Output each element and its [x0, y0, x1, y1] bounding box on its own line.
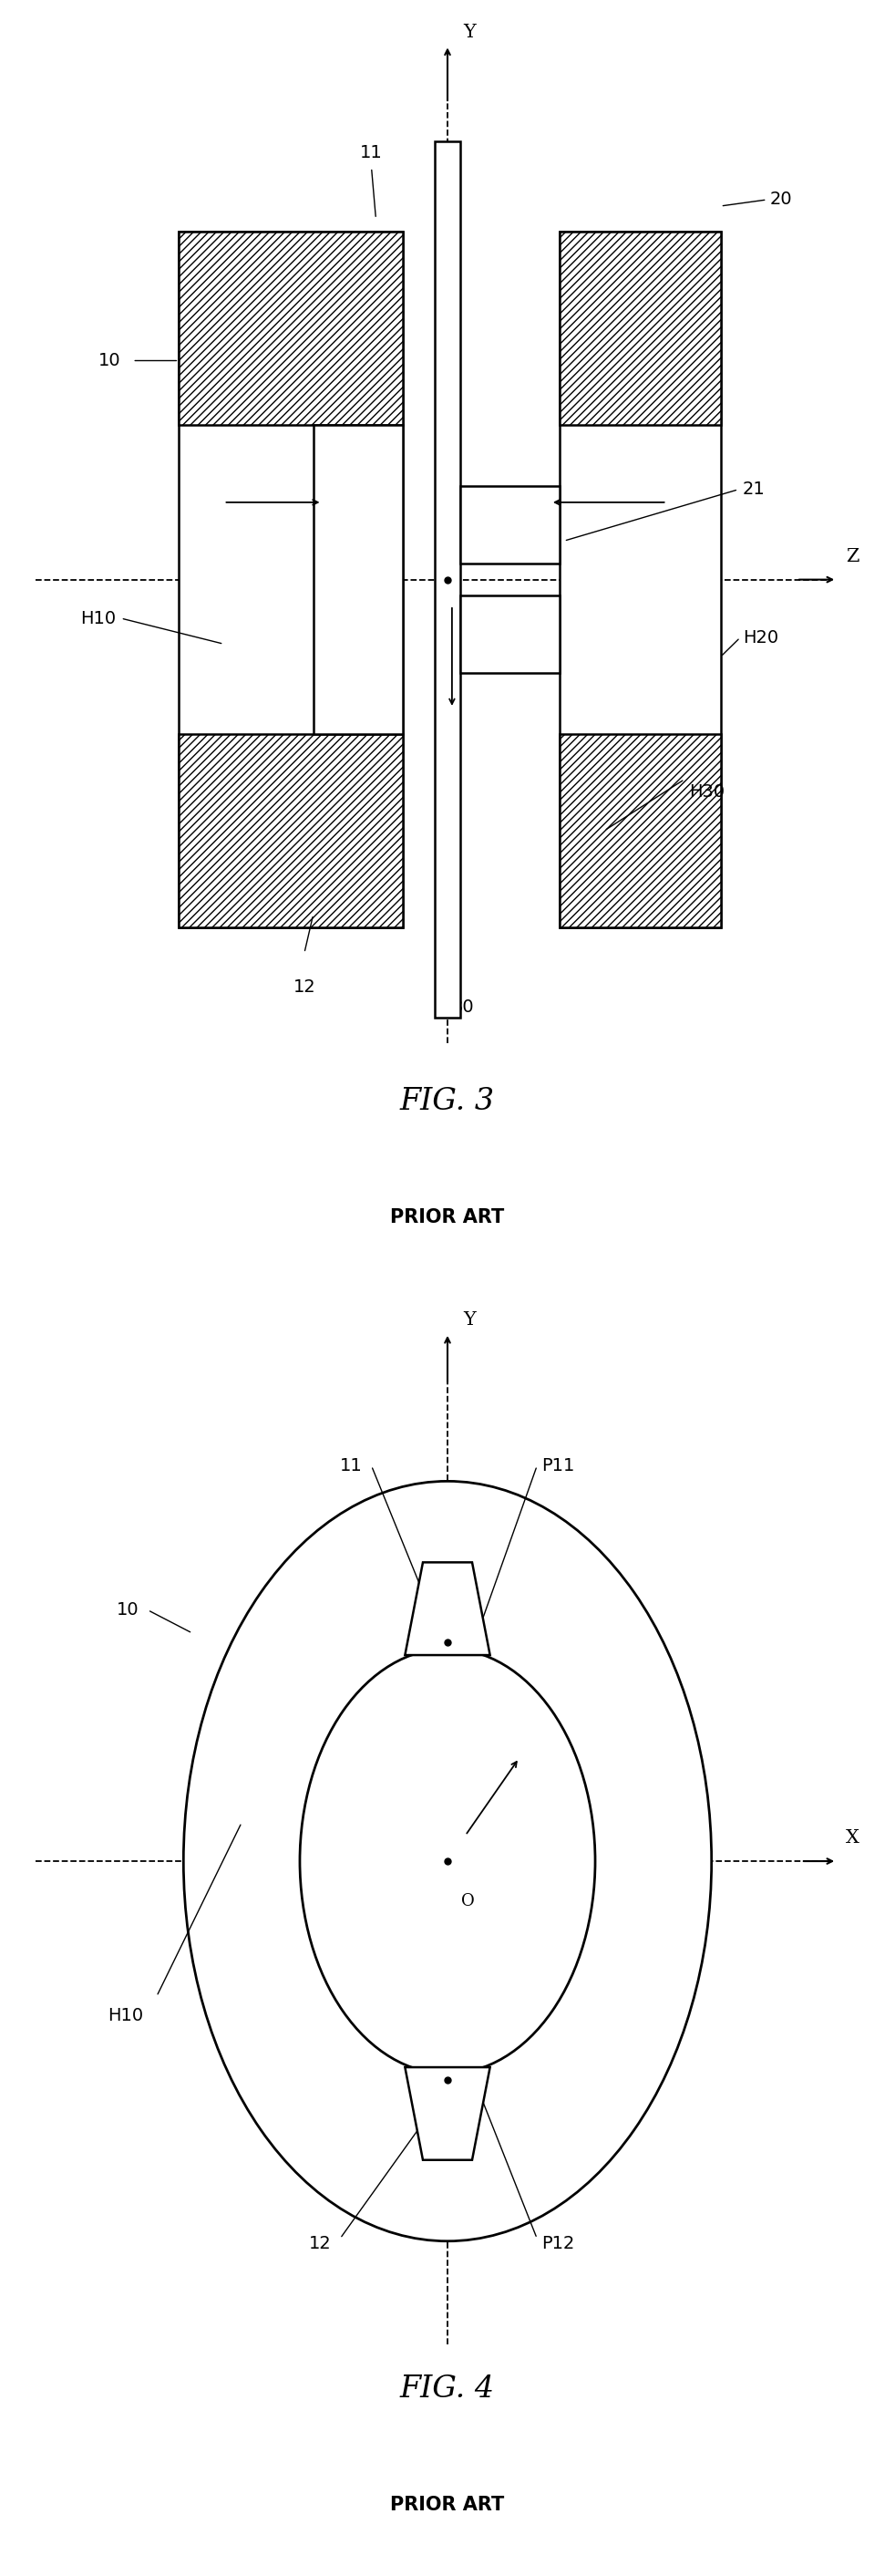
Text: P12: P12	[541, 2236, 575, 2251]
Bar	[559, 232, 720, 425]
Text: PRIOR ART: PRIOR ART	[390, 2496, 505, 2514]
Text: 12: 12	[293, 979, 316, 997]
Bar	[179, 232, 403, 425]
Circle shape	[183, 1481, 712, 2241]
Text: 21: 21	[743, 482, 765, 497]
Bar	[179, 734, 403, 927]
Circle shape	[300, 1649, 595, 2074]
Text: 10: 10	[116, 1602, 139, 1618]
Text: FIG. 4: FIG. 4	[400, 2375, 495, 2403]
Text: FIG. 3: FIG. 3	[400, 1087, 495, 1115]
Text: 12: 12	[309, 2236, 331, 2251]
Polygon shape	[405, 2066, 490, 2159]
Text: Z: Z	[846, 549, 859, 564]
Bar	[435, 142, 460, 1018]
Bar	[559, 734, 720, 927]
Bar	[460, 595, 559, 672]
Bar	[313, 425, 403, 734]
Bar	[460, 487, 559, 564]
Bar	[179, 232, 403, 927]
Text: H10: H10	[107, 2007, 143, 2025]
Text: X: X	[846, 1829, 859, 1847]
Text: Y: Y	[464, 23, 476, 41]
Text: 11: 11	[340, 1458, 362, 1473]
Text: 10: 10	[98, 353, 121, 368]
Text: O: O	[461, 611, 474, 629]
Text: O: O	[461, 1893, 474, 1909]
Text: 30: 30	[452, 997, 474, 1015]
Polygon shape	[405, 1561, 490, 1654]
Text: PRIOR ART: PRIOR ART	[390, 1208, 505, 1226]
Text: P11: P11	[541, 1458, 575, 1473]
Text: Y: Y	[464, 1311, 476, 1329]
Bar	[559, 232, 720, 927]
Text: H20: H20	[743, 629, 779, 647]
Text: 11: 11	[360, 144, 383, 160]
Text: H10: H10	[81, 611, 116, 626]
Text: H30: H30	[689, 783, 725, 801]
Text: 20: 20	[770, 191, 792, 209]
